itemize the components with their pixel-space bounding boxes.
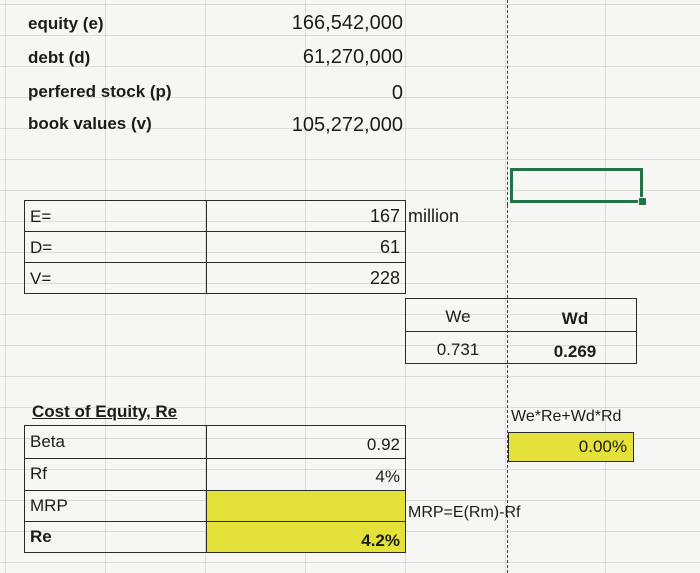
we-value[interactable]: 0.731 (436, 340, 480, 359)
e-unit[interactable]: million (408, 206, 460, 226)
coe-row-divider (24, 490, 406, 491)
mrp-label[interactable]: MRP (30, 496, 68, 515)
e-label[interactable]: E= (30, 207, 52, 226)
re-label[interactable]: Re (30, 527, 52, 546)
beta-label[interactable]: Beta (30, 432, 65, 451)
page-break-line (507, 205, 508, 573)
fill-handle[interactable] (638, 197, 647, 206)
we-header[interactable]: We (445, 307, 471, 326)
beta-value[interactable]: 0.92 (366, 435, 400, 454)
mrp-value[interactable] (208, 490, 404, 521)
preferred-stock-value[interactable]: 0 (391, 82, 403, 104)
wd-header[interactable]: Wd (561, 309, 589, 328)
book-values-label[interactable]: book values (v) (28, 114, 152, 133)
selected-cell[interactable] (510, 168, 643, 203)
equity-label[interactable]: equity (e) (28, 14, 104, 33)
debt-value[interactable]: 61,270,000 (302, 46, 403, 68)
ev-table-border (24, 200, 406, 294)
coe-col-divider (206, 425, 207, 553)
e-value[interactable]: 167 (369, 206, 400, 226)
cost-of-equity-table-border (24, 425, 406, 553)
weights-row-divider (405, 331, 637, 332)
wd-value[interactable]: 0.269 (553, 342, 597, 361)
re-value[interactable]: 4.2% (361, 531, 400, 550)
d-value[interactable]: 61 (379, 237, 400, 257)
ev-col-divider (206, 200, 207, 294)
ev-row-divider (24, 262, 406, 263)
ev-row-divider (24, 231, 406, 232)
coe-row-divider (24, 458, 406, 459)
mrp-formula-note[interactable]: MRP=E(Rm)-Rf (408, 504, 521, 521)
coe-row-divider (24, 521, 406, 522)
equity-value[interactable]: 166,542,000 (291, 12, 403, 34)
rf-value[interactable]: 4% (375, 467, 400, 486)
wacc-formula[interactable]: We*Re+Wd*Rd (511, 408, 622, 425)
preferred-stock-label[interactable]: perfered stock (p) (28, 82, 172, 101)
wacc-cell-border (508, 432, 634, 462)
rf-label[interactable]: Rf (30, 464, 47, 483)
debt-label[interactable]: debt (d) (28, 48, 91, 67)
v-label[interactable]: V= (30, 269, 52, 288)
d-label[interactable]: D= (30, 238, 53, 257)
page-break-line (507, 0, 508, 205)
wacc-value[interactable]: 0.00% (578, 437, 627, 456)
v-value[interactable]: 228 (369, 268, 400, 288)
cost-of-equity-title[interactable]: Cost of Equity, Re (32, 402, 178, 421)
wacc-highlight-fill (508, 432, 634, 462)
book-values-value[interactable]: 105,272,000 (291, 114, 403, 136)
